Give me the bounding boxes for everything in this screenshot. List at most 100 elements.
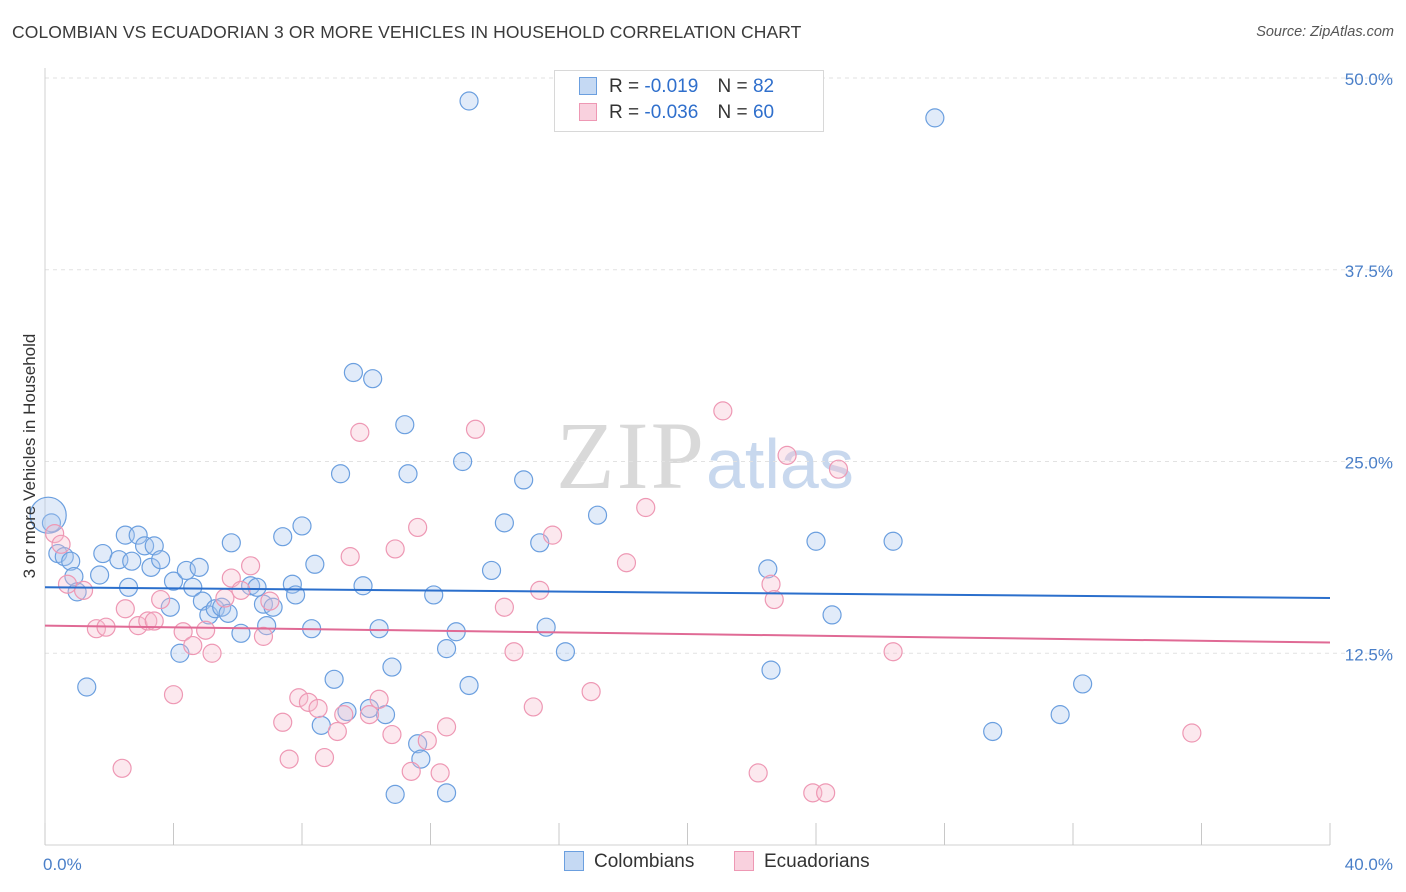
ecuadorians-point [883, 642, 903, 662]
ecuadorians-trend-line [44, 624, 1331, 644]
colombians-point [459, 91, 479, 111]
legend-ecuadorians-label: Ecuadorians [764, 851, 870, 872]
colombians-point [324, 669, 344, 689]
ecuadorians-point [523, 697, 543, 717]
ecuadorians-point [308, 698, 328, 719]
y-tick-label: 12.5% [1345, 645, 1393, 664]
colombians-point [189, 557, 209, 577]
watermark: ZIPatlas [556, 400, 854, 511]
y-axis-label: 3 or more Vehicles in Household [20, 334, 39, 579]
axes [44, 68, 1331, 846]
ecuadorians-point [202, 643, 222, 663]
ecuadorians-point [777, 445, 797, 465]
colombians-point [134, 536, 155, 556]
watermark-zip: ZIP [556, 402, 706, 509]
colombians-point [343, 362, 363, 383]
legend-colombians: Colombians [564, 851, 694, 873]
colombians-point [311, 715, 331, 735]
ecuadorians-point [1182, 723, 1202, 743]
ecuadorians-point [417, 731, 437, 751]
ecuadorians-point [408, 517, 428, 538]
tick-labels: 12.5% 25.0% 37.5% 50.0% 0.0% 40.0% 3 or more V… [20, 70, 1393, 874]
colombians-point [436, 783, 457, 803]
colombians-point [1050, 705, 1070, 725]
colombians-point [77, 677, 97, 697]
ecuadorians-point [636, 497, 656, 518]
colombians-point [758, 559, 778, 579]
trend-lines [44, 586, 1331, 644]
colombians-point [163, 571, 184, 591]
legend-row-colombians: R = -0.019 N = 82 [579, 76, 774, 100]
colombians-point [61, 551, 81, 571]
ecuadorians-point [57, 574, 78, 594]
legend-ecuadorians: Ecuadorians [734, 851, 870, 873]
correlation-legend: R = -0.019 N = 82 R = -0.036 N = 60 [554, 70, 824, 132]
ecuadorians-point [385, 539, 405, 559]
ecuadorians-point [581, 681, 601, 702]
colombians-point [337, 701, 357, 722]
colombians-point [273, 527, 293, 547]
ecuadorians-point [231, 580, 251, 600]
ecuadorians-point [816, 783, 836, 803]
colombians-points [29, 91, 1093, 804]
x-tick-label: 0.0% [43, 855, 82, 874]
ecuadorians-point [616, 553, 637, 573]
colombians-point [459, 675, 479, 696]
colombians-point [983, 721, 1003, 742]
colombians-point [363, 369, 383, 389]
colombians-point [160, 597, 180, 617]
ecuadorians-point [748, 763, 768, 783]
n-label: N = [717, 102, 748, 123]
ecuadorians-point [86, 619, 107, 639]
colombians-point [330, 464, 351, 484]
x-tick-label: 40.0% [1345, 855, 1393, 874]
ecuadorians-point [138, 611, 158, 631]
colombians-point [514, 470, 534, 490]
legend-row-ecuadorians: R = -0.036 N = 60 [579, 102, 774, 126]
colombians-point [555, 642, 576, 662]
colombians-point [141, 557, 161, 577]
ecuadorians-point [327, 721, 347, 742]
colombians-point [398, 464, 418, 484]
ecuadorians-point [713, 401, 733, 421]
colombians-point [41, 513, 62, 533]
ecuadorians-point [260, 591, 280, 611]
ecuadorians-point [298, 692, 319, 712]
ecuadorians-legend-swatch [734, 851, 754, 871]
colombians-point [395, 415, 415, 435]
ecuadorians-point [436, 717, 457, 737]
n-value: 82 [752, 76, 775, 97]
ecuadorians-point [144, 611, 164, 631]
ecuadorians-point [289, 688, 309, 708]
ecuadorians-point [45, 523, 65, 544]
ecuadorians-point [273, 712, 293, 732]
colombians-point [221, 533, 241, 553]
r-label: R = [609, 102, 640, 123]
colombians-point [122, 551, 142, 571]
colombians-point [1073, 674, 1093, 694]
colombians-point [436, 639, 457, 659]
ecuadorians-points [45, 401, 1202, 803]
ecuadorians-point [163, 685, 184, 705]
colombians-point [247, 577, 267, 597]
colombians-point [806, 531, 826, 551]
colombians-point [292, 516, 312, 536]
colombians-point [761, 660, 781, 680]
colombians-point [64, 566, 84, 587]
y-tick-label: 37.5% [1345, 262, 1393, 281]
ecuadorians-point [215, 588, 235, 608]
ecuadorians-point [382, 724, 402, 745]
ecuadorians-point [530, 580, 550, 600]
ecuadorians-point [494, 597, 514, 617]
colombians-point [822, 605, 842, 625]
colombians-point [205, 599, 225, 619]
n-value: 60 [752, 102, 775, 123]
colombians-trend-line [44, 586, 1331, 600]
ecuadorians-point [196, 620, 216, 640]
colombians-point [494, 513, 514, 533]
colombians-point [385, 784, 405, 804]
ecuadorians-point [253, 626, 274, 646]
ecuadorians-swatch [579, 103, 597, 121]
colombians-point [382, 657, 402, 677]
